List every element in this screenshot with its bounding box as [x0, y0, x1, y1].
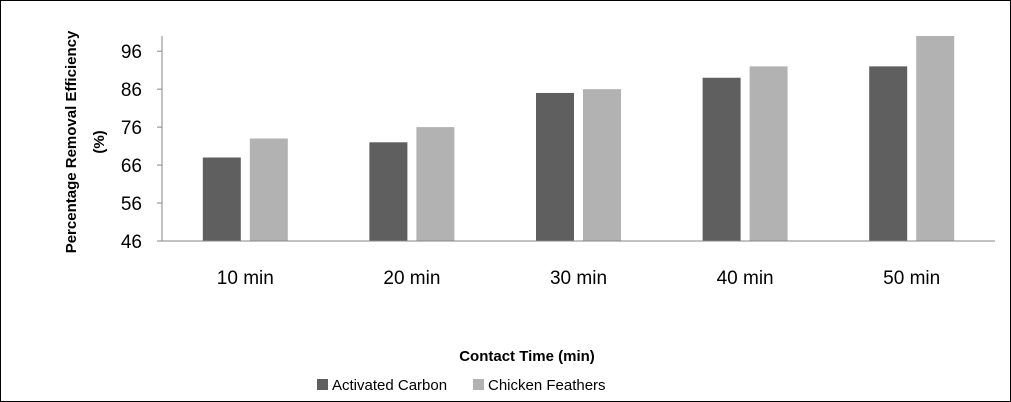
bar-activated-carbon-0 [202, 157, 241, 241]
bar-chicken-feathers-1 [416, 127, 455, 241]
x-axis-categories: 10 min 20 min 30 min 40 min 50 min [217, 268, 940, 289]
bar-chicken-feathers-0 [249, 138, 288, 241]
x-category-label: 20 min [383, 268, 440, 289]
bar-activated-carbon-3 [702, 77, 741, 241]
y-tick-label: 66 [121, 156, 142, 177]
x-category-label: 10 min [217, 268, 274, 289]
x-category-label: 30 min [550, 268, 607, 289]
legend-swatch [317, 379, 328, 390]
bars [202, 36, 955, 242]
y-axis-title-line-1: Percentage Removal Efficiency [63, 30, 80, 253]
bar-chicken-feathers-3 [749, 66, 788, 242]
y-tick-label: 46 [121, 232, 142, 253]
bar-chicken-feathers-2 [583, 89, 621, 241]
x-axis-title: Contact Time (min) [459, 348, 595, 365]
bar-chicken-feathers-4 [916, 36, 955, 241]
y-axis-title: Percentage Removal Efficiency (%) [63, 30, 108, 253]
y-axis-ticks: 46 56 66 76 86 96 [121, 42, 162, 253]
y-tick-label: 56 [121, 194, 142, 215]
x-category-label: 50 min [883, 268, 940, 289]
bar-activated-carbon-1 [369, 142, 408, 241]
legend-swatch [473, 379, 484, 390]
legend-label: Chicken Feathers [488, 377, 606, 394]
x-category-label: 40 min [717, 268, 774, 289]
bar-activated-carbon-4 [869, 66, 908, 242]
y-axis-title-line-2: (%) [91, 130, 108, 153]
y-tick-label: 76 [121, 118, 142, 139]
legend-label: Activated Carbon [332, 377, 447, 394]
legend: Activated Carbon Chicken Feathers [317, 377, 606, 394]
bar-activated-carbon-2 [536, 92, 574, 241]
y-tick-label: 96 [121, 42, 142, 63]
y-tick-label: 86 [121, 80, 142, 101]
